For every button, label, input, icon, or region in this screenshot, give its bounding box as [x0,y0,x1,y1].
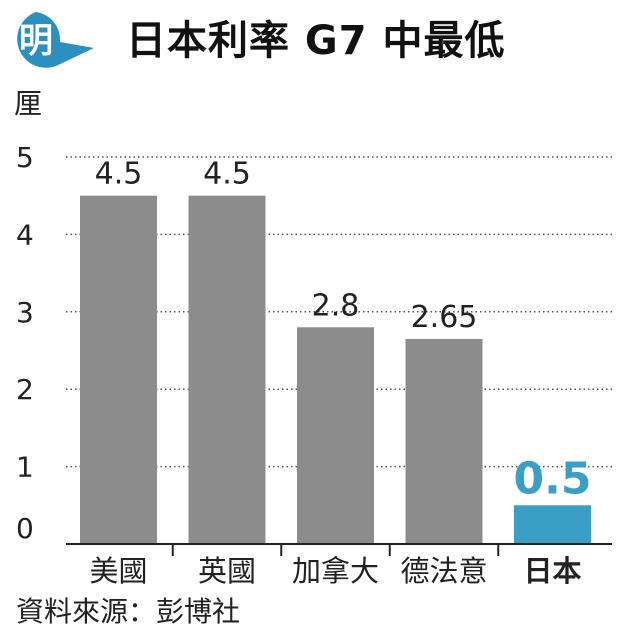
y-axis-ticks: 0 1 2 3 4 5 [16,141,34,545]
data-source: 資料來源：彭博社 [16,595,241,628]
logo-speech-bubble [17,12,95,68]
y-tick-label: 3 [16,296,34,329]
y-tick-label: 2 [16,373,34,406]
category-label: 德法意 [400,554,487,588]
x-axis-ticks [171,544,500,556]
bar [405,338,483,544]
y-tick-label: 0 [16,512,34,545]
y-tick-label: 4 [16,218,34,251]
y-axis-unit: 厘 [14,87,42,120]
bars [80,195,591,544]
category-label: 英國 [198,554,256,588]
value-label: 4.5 [203,157,251,192]
value-label: 2.8 [312,288,360,323]
bar [80,195,157,544]
ming-pao-logo: 明 [17,12,95,68]
value-labels: 4.5 4.5 2.8 2.65 0.5 [95,157,592,505]
chart-title: 日本利率 G7 中最低 [126,18,506,64]
category-label: 美國 [89,554,147,588]
category-label: 日本 [523,554,581,588]
logo-glyph: 明 [19,21,53,61]
y-tick-label: 1 [16,451,34,484]
bar [297,327,374,544]
value-label: 2.65 [411,300,478,335]
value-label: 0.5 [514,453,592,504]
category-labels: 美國 英國 加拿大 德法意 日本 [89,554,581,588]
category-label: 加拿大 [292,554,379,588]
y-tick-label: 5 [16,141,34,174]
bar [514,505,591,544]
bar [188,195,266,544]
value-label: 4.5 [95,157,143,192]
